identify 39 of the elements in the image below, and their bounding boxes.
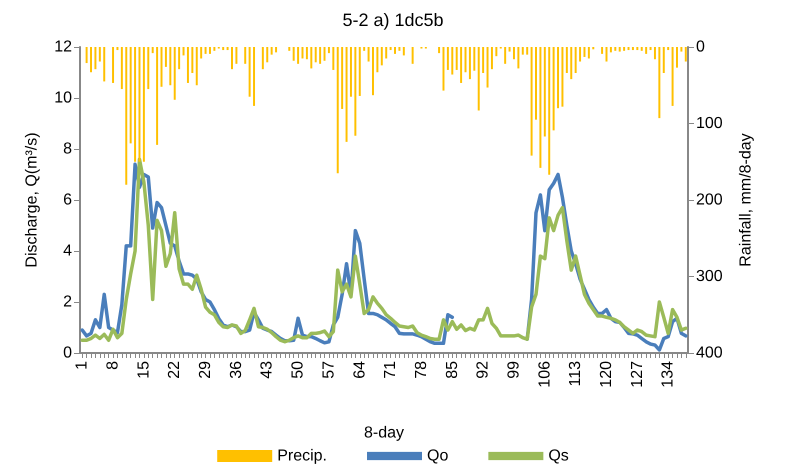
x-tick-label: 15 — [135, 360, 152, 379]
y-tick-label: 8 — [63, 140, 72, 158]
y-tick-label: 10 — [54, 90, 72, 106]
x-tick-label: 134 — [660, 360, 677, 388]
legend-label: Qo — [427, 448, 448, 464]
x-tick-label: 1 — [74, 360, 91, 370]
x-tick-label: 64 — [351, 360, 368, 379]
x-tick-label: 120 — [598, 360, 615, 388]
x-tick-label: 57 — [320, 360, 338, 379]
chart-title: 5-2 a) 1dc5b — [342, 10, 444, 30]
x-tick-label: 78 — [412, 360, 430, 379]
y-tick-label: 4 — [63, 242, 72, 260]
y2-tick-label: 300 — [696, 268, 723, 285]
y-tick-label: 12 — [54, 38, 72, 56]
y2-tick-label: 200 — [696, 192, 723, 208]
x-tick-label: 85 — [444, 360, 461, 379]
y2-tick-label: 0 — [696, 38, 705, 56]
legend-label: Precip. — [277, 448, 328, 464]
x-tick-label: 8 — [104, 360, 122, 370]
x-tick-label: 92 — [474, 360, 492, 379]
x-axis-title: 8-day — [364, 424, 404, 442]
x-tick-label: 22 — [166, 360, 184, 379]
x-tick-label: 50 — [290, 360, 307, 379]
x-tick-label: 127 — [628, 360, 646, 388]
legend-label: Qs — [548, 448, 569, 464]
y-tick-label: 2 — [63, 294, 72, 310]
x-tick-label: 36 — [228, 360, 245, 379]
x-tick-label: 113 — [567, 360, 584, 387]
x-tick-label: 71 — [382, 360, 400, 379]
y-tick-label: 0 — [63, 344, 72, 362]
y-tick-label: 6 — [63, 192, 72, 208]
y2-axis-title: Rainfall, mm/8-day — [738, 133, 754, 267]
x-tick-label: 106 — [536, 360, 554, 388]
x-tick-label: 43 — [258, 360, 276, 379]
x-tick-label: 29 — [197, 360, 214, 379]
x-tick-label: 99 — [505, 360, 522, 379]
y2-tick-label: 400 — [696, 344, 723, 362]
y2-tick-label: 100 — [696, 115, 723, 132]
y-axis-title: Discharge, Q(m³/s) — [24, 132, 40, 268]
